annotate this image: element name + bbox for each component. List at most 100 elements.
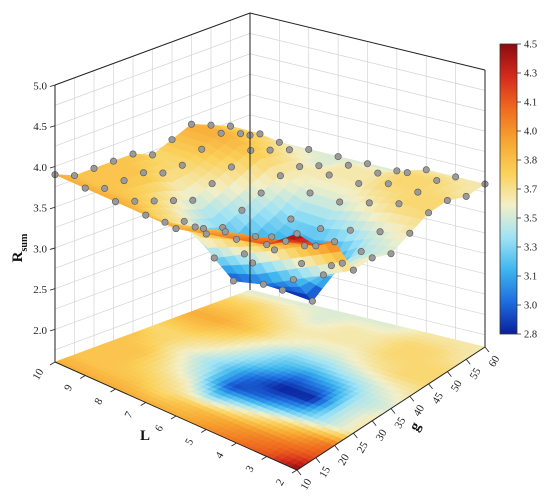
g-tick-label: 20 <box>336 452 352 468</box>
data-point <box>191 223 199 231</box>
z-tick-label: 5.0 <box>33 81 47 93</box>
data-point <box>238 206 246 214</box>
data-point <box>334 153 342 161</box>
data-point <box>172 225 180 233</box>
data-point <box>178 161 186 169</box>
data-point <box>275 138 283 146</box>
data-point <box>210 254 218 262</box>
data-point <box>287 215 295 223</box>
data-point <box>227 122 235 130</box>
data-point <box>452 173 460 181</box>
data-point <box>240 250 248 258</box>
z-axis-label: Rsum <box>10 233 30 262</box>
g-tick <box>484 346 490 353</box>
data-point <box>393 167 401 175</box>
data-point <box>81 184 89 192</box>
l-tick-label: 10 <box>30 366 46 382</box>
z-tick <box>49 125 56 128</box>
data-point <box>188 120 196 128</box>
data-point <box>363 160 371 168</box>
data-point <box>270 246 278 254</box>
g-axis-label: g <box>407 419 425 434</box>
g-tick <box>465 359 471 365</box>
data-point <box>131 197 139 205</box>
data-point <box>422 166 430 174</box>
g-tick <box>428 383 433 390</box>
z-tick-label: 2.0 <box>33 325 47 337</box>
data-point <box>344 161 352 169</box>
colorbar-tick-label: 3.5 <box>524 214 537 225</box>
data-point <box>327 262 335 270</box>
data-point <box>414 188 422 196</box>
data-point <box>129 150 137 158</box>
z-tick-label: 3.5 <box>33 203 47 215</box>
colorbar-tick-label: 3.0 <box>524 301 537 312</box>
l-tick-label: 9 <box>62 382 75 393</box>
data-point <box>365 199 373 207</box>
data-point <box>233 235 241 243</box>
l-tick-label: 8 <box>92 396 105 407</box>
z-tick <box>49 247 56 250</box>
z-axis-label-sub: sum <box>19 233 30 251</box>
data-point <box>221 228 229 236</box>
data-point <box>357 248 365 256</box>
data-point <box>120 177 128 185</box>
g-tick-label: 15 <box>317 464 333 480</box>
data-point <box>406 229 414 237</box>
z-tick <box>49 206 56 210</box>
data-point <box>376 228 384 236</box>
data-point <box>159 169 167 177</box>
data-point <box>293 230 301 238</box>
data-point <box>355 179 363 187</box>
g-tick-label: 60 <box>486 353 502 369</box>
data-point <box>207 121 215 129</box>
data-point <box>368 254 376 262</box>
l-tick-label: 7 <box>123 409 136 420</box>
floor-contour-projection <box>54 289 486 471</box>
data-point <box>276 172 284 180</box>
z-tick-label: 4.5 <box>33 121 47 133</box>
data-point <box>149 151 157 159</box>
g-tick-label: 35 <box>392 415 408 431</box>
g-tick <box>296 469 302 476</box>
l-tick <box>170 415 177 420</box>
data-point <box>150 197 158 205</box>
g-tick <box>447 371 452 377</box>
g-tick-label: 25 <box>355 439 371 455</box>
data-point <box>198 145 206 153</box>
data-point <box>289 276 297 284</box>
data-point <box>169 197 177 205</box>
data-point <box>227 163 235 171</box>
g-tick <box>409 395 415 402</box>
data-point <box>71 172 79 180</box>
data-point <box>306 189 314 197</box>
data-point <box>374 169 382 177</box>
z-tick-label: 3.0 <box>33 243 47 255</box>
l-tick-label: 6 <box>153 423 166 434</box>
l-tick-label: 2 <box>274 477 287 488</box>
g-tick-label: 50 <box>449 378 465 394</box>
data-point <box>251 232 259 240</box>
z-tick <box>49 288 56 291</box>
data-point <box>331 238 339 246</box>
data-point <box>403 169 411 177</box>
l-tick <box>291 469 298 474</box>
g-tick-label: 40 <box>411 403 427 419</box>
l-tick <box>261 456 267 460</box>
colorbar-tick-label: 2.8 <box>524 330 537 341</box>
data-point <box>268 233 276 241</box>
colorbar-tick-label: 4.5 <box>524 40 537 51</box>
data-point <box>247 146 255 154</box>
data-point <box>425 209 433 217</box>
g-tick-label: 55 <box>468 366 484 382</box>
colorbar-tick-label: 4.1 <box>524 98 537 109</box>
data-point <box>319 271 327 279</box>
data-point <box>349 266 357 274</box>
data-point <box>249 259 257 267</box>
data-point <box>168 136 176 144</box>
colorbar-tick-label: 4.3 <box>524 69 537 80</box>
l-tick <box>49 361 56 366</box>
z-axis-ticks: 2.0 2.5 3.0 3.5 4.0 4.5 5.0 <box>33 81 56 337</box>
colorbar-tick-label: 3.8 <box>524 156 537 167</box>
